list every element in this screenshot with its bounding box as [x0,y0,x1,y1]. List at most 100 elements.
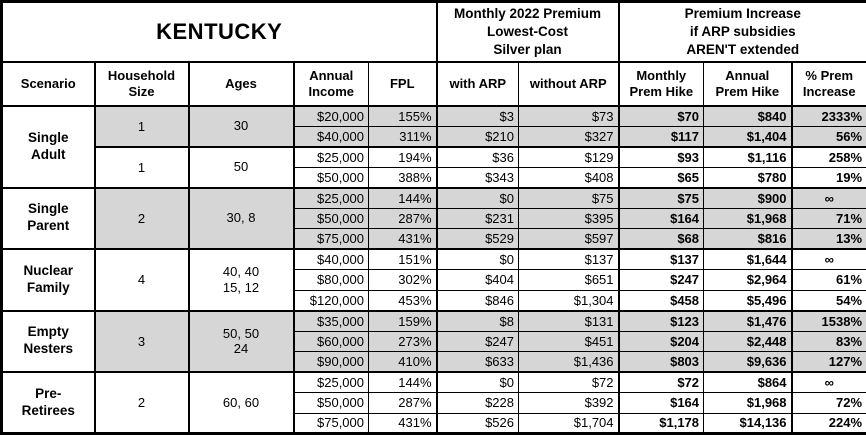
without-arp-cell: $327 [517,125,620,147]
ages-cell: 40, 40 15, 12 [187,248,294,311]
monthly-prem-hike-cell: $72 [617,371,705,393]
annual-income-cell: $60,000 [292,330,369,352]
col-header-with-arp: with ARP [435,61,519,107]
with-arp-cell: $404 [435,269,519,291]
with-arp-cell: $0 [435,371,519,393]
ages-cell: 30 [187,104,294,147]
fpl-cell: 151% [368,248,437,270]
fpl-cell: 410% [368,351,437,373]
fpl-cell: 194% [368,145,437,168]
table-row: $75,000 431% $529 $597 $68 $816 13% [2,228,866,250]
without-arp-cell: $395 [517,207,620,229]
table-row: $90,000 410% $633 $1,436 $803 $9,636 127% [2,351,866,373]
monthly-prem-hike-cell: $68 [617,228,705,250]
without-arp-cell: $1,704 [517,412,620,434]
pct-prem-increase-cell: 2333% [790,104,866,127]
fpl-cell: 287% [368,207,437,229]
annual-income-cell: $25,000 [292,145,369,168]
without-arp-cell: $129 [517,145,620,168]
household-size-cell: 4 [93,248,189,311]
with-arp-cell: $3 [435,104,519,127]
table-row: Pre- Retirees 2 60, 60 $25,000 144% $0 $72 $72 $… [1,371,866,434]
monthly-prem-hike-cell: $93 [617,145,705,168]
table-row: Single Parent 2 30, 8 $25,000 144% $0 $75 $75 $9… [1,186,866,250]
pct-prem-increase-cell: 1538% [790,309,866,332]
annual-prem-hike-cell: $2,448 [703,330,793,352]
monthly-prem-hike-cell: $164 [617,207,705,229]
monthly-prem-hike-cell: $137 [617,248,705,270]
annual-prem-hike-cell: $5,496 [703,289,793,311]
with-arp-cell: $8 [435,309,519,332]
with-arp-cell: $247 [435,330,519,352]
table-row: $60,000 273% $247 $451 $204 $2,448 83% [2,330,866,352]
pct-prem-increase-cell: 224% [790,412,866,434]
group-header-premium: Monthly 2022 Premium Lowest-Cost Silver … [435,1,620,63]
fpl-cell: 144% [368,186,437,209]
annual-income-cell: $50,000 [292,392,369,414]
annual-income-cell: $50,000 [292,207,369,229]
monthly-prem-hike-cell: $123 [617,309,705,332]
monthly-prem-hike-cell: $803 [617,351,705,373]
fpl-cell: 155% [368,104,437,127]
with-arp-cell: $0 [435,248,519,270]
table-row: $80,000 302% $404 $651 $247 $2,964 61% [2,269,866,291]
with-arp-cell: $529 [435,228,519,250]
pct-prem-increase-cell: 83% [790,330,866,352]
ages-cell: 30, 8 [187,186,294,250]
fpl-cell: 144% [368,371,437,393]
table-row: Empty Nesters 3 50, 50 24 $35,000 159% $8 $131… [1,309,866,373]
fpl-cell: 453% [368,289,437,311]
annual-income-cell: $25,000 [292,186,369,209]
scenario-cell: Pre- Retirees [1,371,95,434]
fpl-cell: 431% [368,412,437,434]
col-header-ages: Ages [187,61,294,107]
monthly-prem-hike-cell: $458 [617,289,705,311]
with-arp-cell: $231 [435,207,519,229]
col-header-fpl: FPL [368,61,437,107]
group-header-increase: Premium Increase if ARP subsidies AREN'T… [617,1,866,63]
col-header-scenario: Scenario [1,61,95,107]
annual-prem-hike-cell: $900 [703,186,793,209]
with-arp-cell: $228 [435,392,519,414]
annual-income-cell: $90,000 [292,351,369,373]
scenario-cell: Single Adult [1,104,95,188]
monthly-prem-hike-cell: $70 [617,104,705,127]
table-header: KENTUCKY Monthly 2022 Premium Lowest-Cos… [1,1,866,107]
col-header-household-size: Household Size [93,61,189,107]
without-arp-cell: $75 [517,186,620,209]
without-arp-cell: $73 [517,104,620,127]
fpl-cell: 431% [368,228,437,250]
annual-income-cell: $75,000 [292,412,369,434]
pct-prem-increase-cell: ∞ [790,248,866,270]
annual-prem-hike-cell: $14,136 [703,412,793,434]
pct-prem-increase-cell: 127% [790,351,866,373]
without-arp-cell: $131 [517,309,620,332]
scenario-cell: Single Parent [1,186,95,250]
fpl-cell: 311% [368,125,437,147]
pct-prem-increase-cell: 54% [790,289,866,311]
annual-prem-hike-cell: $2,964 [703,269,793,291]
col-header-annual-prem-hike: Annual Prem Hike [703,61,793,107]
household-size-cell: 1 [93,104,189,147]
annual-income-cell: $20,000 [292,104,369,127]
fpl-cell: 159% [368,309,437,332]
with-arp-cell: $343 [435,166,519,188]
annual-income-cell: $40,000 [292,248,369,270]
pct-prem-increase-cell: ∞ [790,371,866,393]
fpl-cell: 287% [368,392,437,414]
table-title: KENTUCKY [1,1,437,63]
without-arp-cell: $651 [517,269,620,291]
table-row: $50,000 287% $228 $392 $164 $1,968 72% [2,392,866,414]
pct-prem-increase-cell: 13% [790,228,866,250]
table-row: Single Adult 1 30 $20,000 155% $3 $73 $70 $840 23… [1,104,866,188]
monthly-prem-hike-cell: $247 [617,269,705,291]
monthly-prem-hike-cell: $75 [617,186,705,209]
household-size-cell: 2 [93,371,189,434]
ages-cell: 50, 50 24 [187,309,294,373]
monthly-prem-hike-cell: $1,178 [617,412,705,434]
scenario-cell: Empty Nesters [1,309,95,373]
pct-prem-increase-cell: ∞ [790,186,866,209]
table-body: Single Adult 1 30 $20,000 155% $3 $73 $70 $840 23… [1,104,866,434]
